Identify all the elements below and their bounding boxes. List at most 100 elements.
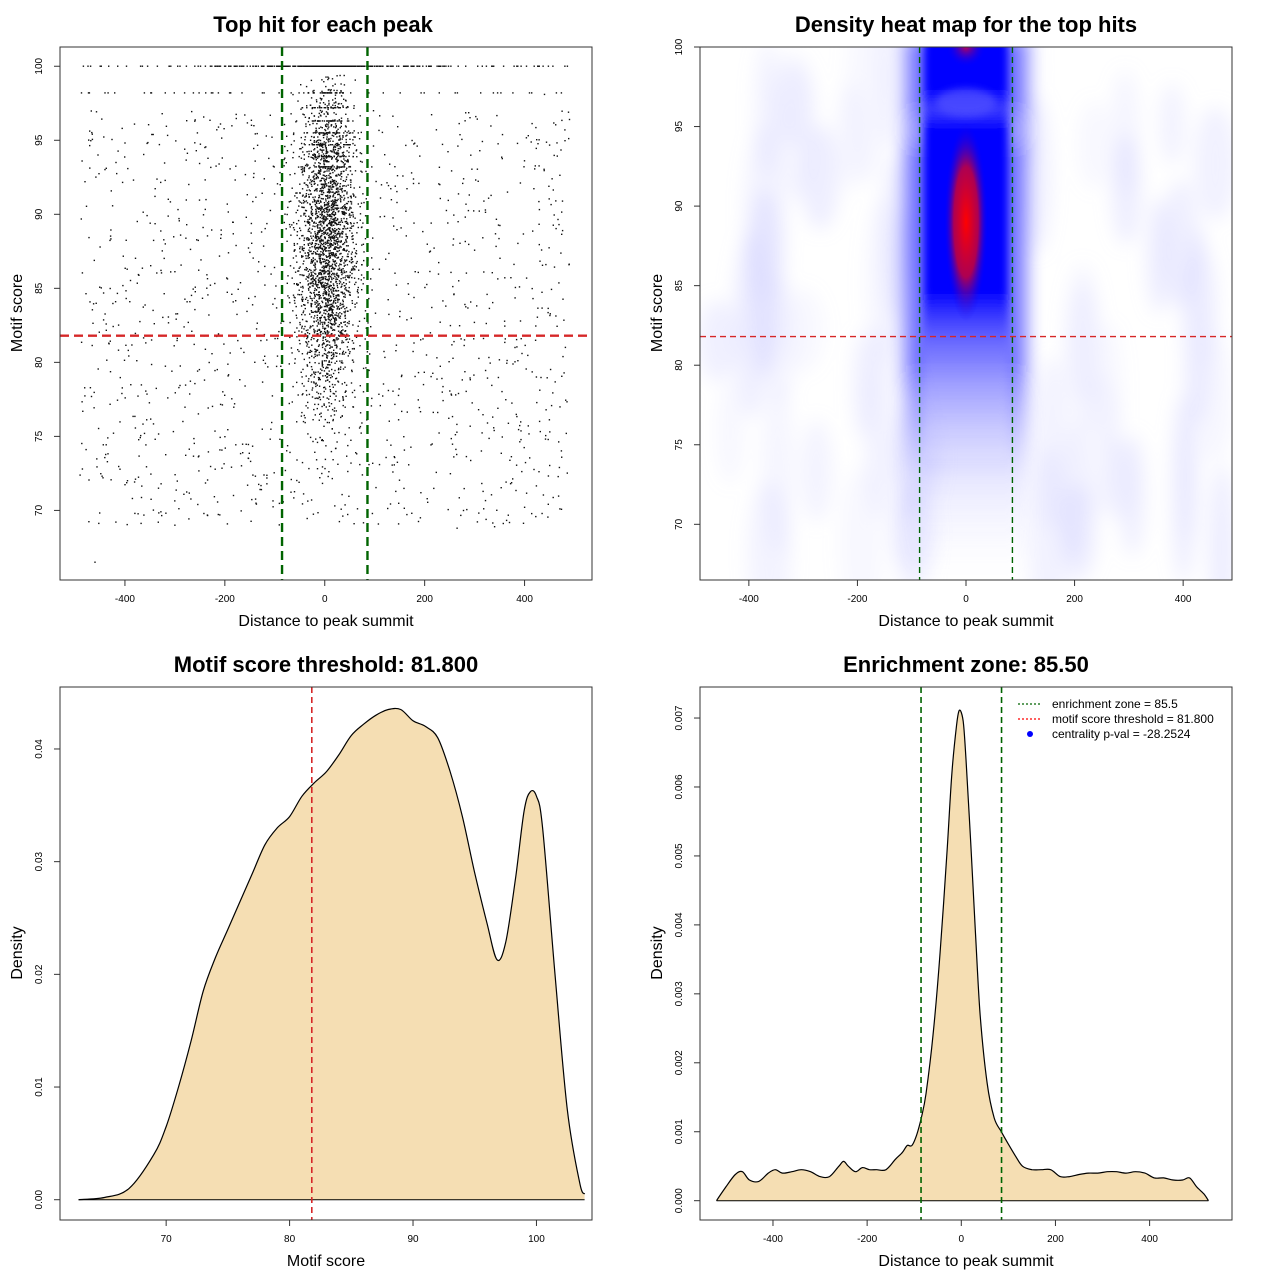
scatter-point: [549, 368, 552, 371]
scatter-point: [491, 65, 493, 67]
scatter-point: [317, 65, 320, 67]
scatter-point: [348, 132, 350, 134]
scatter-point: [523, 446, 525, 449]
scatter-point: [333, 261, 336, 263]
scatter-point: [328, 297, 330, 300]
scatter-point: [326, 177, 328, 179]
scatter-point: [173, 345, 175, 347]
scatter-point: [310, 156, 312, 158]
scatter-point: [345, 144, 347, 146]
scatter-point: [330, 361, 333, 364]
scatter-point: [323, 163, 325, 165]
scatter-point: [227, 375, 229, 377]
scatter-point: [557, 495, 560, 497]
scatter-point: [468, 112, 470, 114]
scatter-point: [338, 298, 340, 301]
scatter-point: [330, 403, 333, 405]
scatter-point: [191, 330, 193, 332]
scatter-point: [209, 119, 211, 121]
scatter-point: [344, 294, 346, 296]
scatter-point: [327, 196, 329, 199]
scatter-point: [316, 468, 319, 470]
scatter-point: [340, 201, 342, 203]
distance-density-ytick-label: 0.003: [674, 981, 685, 1006]
scatter-point: [558, 223, 560, 226]
scatter-point: [317, 172, 319, 174]
scatter-point: [343, 65, 345, 67]
scatter-point: [154, 188, 156, 190]
scatter-point: [138, 439, 140, 441]
scatter-point: [320, 132, 323, 134]
scatter-point: [216, 368, 218, 371]
scatter-point: [332, 419, 334, 422]
scatter-point: [539, 430, 541, 433]
scatter-point: [456, 431, 458, 433]
scatter-point: [305, 215, 307, 217]
scatter-point: [317, 107, 319, 109]
scatter-point: [310, 207, 312, 209]
scatter-point: [114, 301, 117, 303]
scatter-point: [496, 509, 498, 511]
scatter-point: [206, 479, 209, 481]
scatter-point: [348, 338, 351, 340]
scatter-point: [345, 235, 347, 237]
scatter-point: [346, 322, 349, 324]
scatter-point: [361, 65, 363, 67]
scatter-point: [337, 232, 339, 235]
scatter-point: [254, 361, 256, 363]
scatter-point: [188, 448, 190, 450]
scatter-point: [330, 218, 332, 220]
scatter-point: [465, 455, 468, 458]
scatter-point: [303, 414, 305, 417]
scatter-point: [337, 250, 339, 253]
scatter-point: [520, 65, 522, 67]
scatter-point: [179, 365, 181, 367]
scatter-point: [317, 329, 319, 331]
scatter-point: [241, 92, 243, 94]
scatter-point: [344, 391, 346, 393]
scatter-point: [356, 453, 358, 455]
scatter-point: [323, 271, 325, 273]
scatter-point: [463, 487, 465, 490]
scatter-point: [175, 318, 177, 320]
scatter-point: [464, 371, 466, 373]
scatter-point: [403, 449, 406, 451]
scatter-point: [291, 277, 293, 279]
scatter-point: [160, 181, 162, 184]
scatter-point: [326, 170, 328, 172]
scatter-point: [321, 79, 323, 81]
scatter-point: [318, 194, 320, 197]
scatter-point: [353, 195, 355, 197]
scatter-point: [325, 111, 328, 113]
scatter-point: [228, 92, 231, 94]
scatter-point: [354, 303, 356, 305]
scatter-point: [198, 199, 201, 201]
scatter-point: [89, 144, 91, 147]
scatter-point: [546, 377, 548, 379]
scatter-point: [241, 65, 244, 67]
scatter-point: [340, 207, 342, 209]
scatter-point: [452, 357, 454, 359]
scatter-point: [322, 146, 324, 149]
scatter-point: [329, 351, 331, 354]
scatter-point: [539, 260, 541, 262]
scatter-point: [459, 242, 461, 244]
scatter-point: [309, 224, 311, 226]
scatter-point: [304, 417, 306, 419]
scatter-point: [145, 342, 147, 344]
scatter-point: [320, 166, 323, 168]
scatter-point: [386, 182, 388, 184]
scatter-point: [325, 65, 328, 67]
scatter-point: [312, 281, 314, 283]
scatter-point: [131, 344, 133, 346]
scatter-point: [320, 271, 322, 274]
scatter-point: [344, 315, 346, 317]
scatter-point: [301, 65, 303, 67]
scatter-point: [401, 374, 403, 376]
scatter-point: [316, 215, 318, 217]
scatter-point: [353, 194, 355, 196]
scatter-point: [307, 276, 309, 279]
scatter-point: [475, 179, 477, 181]
scatter-point: [422, 338, 424, 340]
scatter-point: [309, 291, 311, 294]
